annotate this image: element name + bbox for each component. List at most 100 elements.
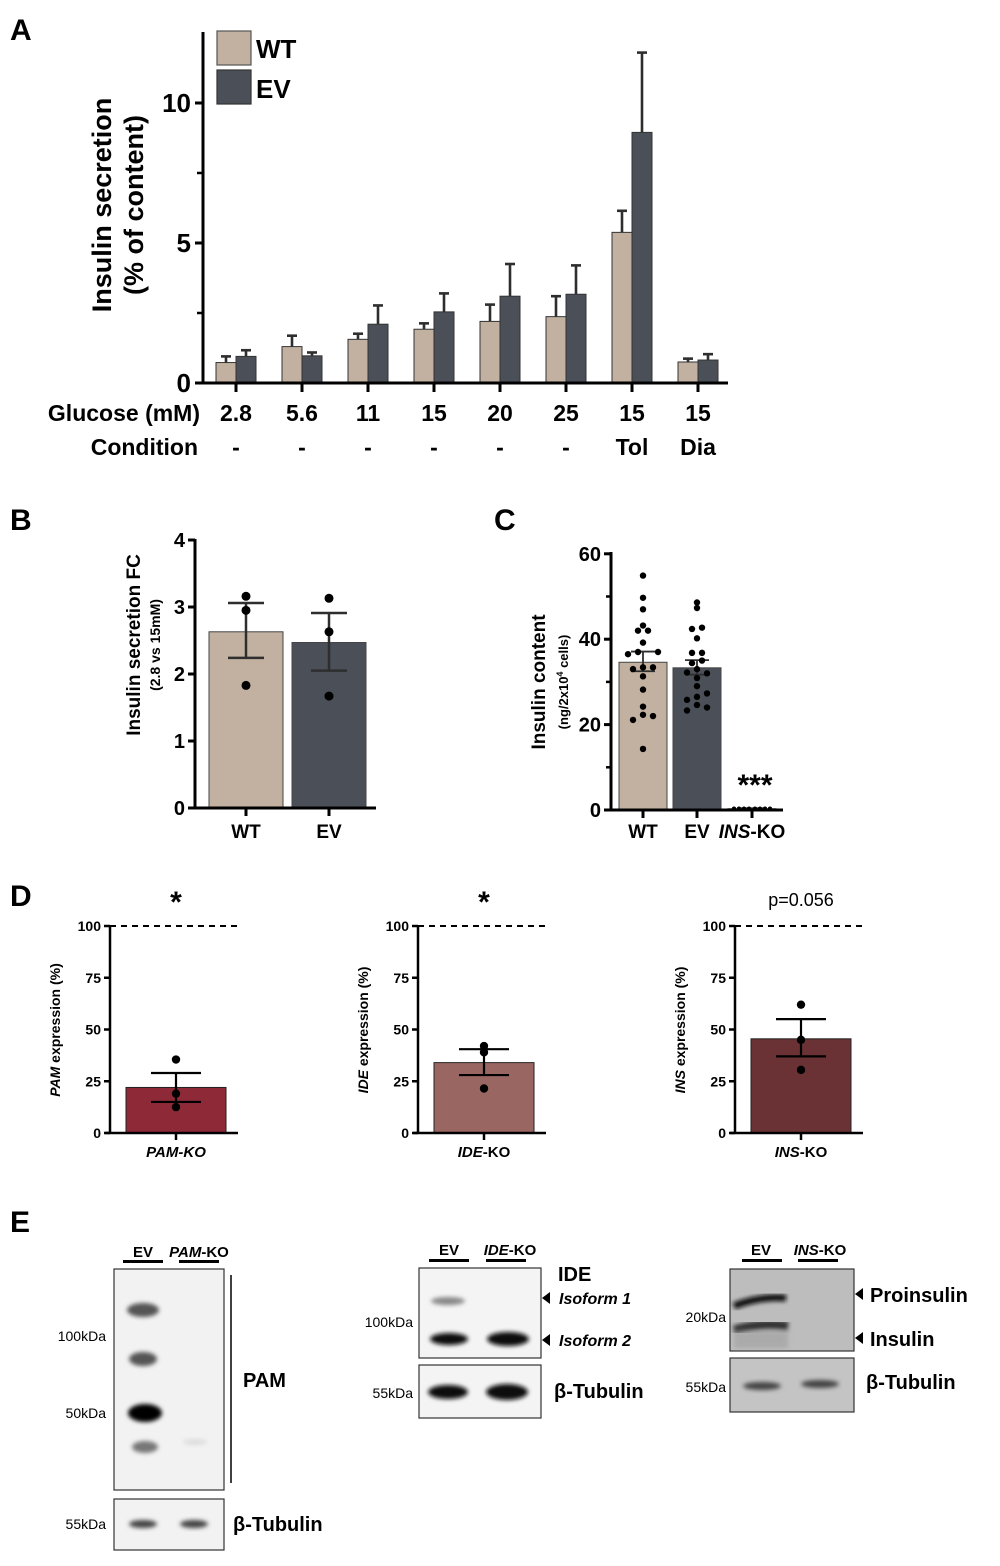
legend-label-wt: WT — [256, 34, 297, 64]
lane-label-ev: EV — [751, 1242, 771, 1259]
panel-d-pam-chart: 0 25 50 75 100 PAM-KO PAM expression (%) * — [47, 886, 238, 1161]
data-point — [171, 1055, 181, 1064]
glucose-label: 25 — [553, 400, 579, 426]
data-point — [683, 696, 691, 704]
data-point — [639, 664, 647, 671]
y-axis-label: Insulin secretion FC — [124, 554, 145, 736]
band-label-isoform2: Isoform 2 — [559, 1333, 631, 1350]
y-tick-label: 1 — [174, 731, 185, 753]
y-tick-label: 75 — [85, 970, 101, 986]
x-tick-label: EV — [316, 822, 342, 843]
bar-ev — [565, 293, 587, 384]
y-axis-label: PAM expression (%) — [47, 963, 63, 1097]
lane-label-ko: INS-KO — [794, 1242, 847, 1259]
y-tick-label: 0 — [718, 1125, 726, 1141]
bar-ev — [499, 295, 521, 384]
glucose-label: 2.8 — [220, 400, 252, 426]
bar-wt — [618, 661, 668, 811]
loading-label-tubulin: β-Tubulin — [866, 1372, 956, 1394]
x-tick-label-rest: -KO — [483, 1144, 511, 1161]
bar-wt — [479, 320, 501, 384]
y-axis-label: Insulin content — [529, 614, 550, 750]
significance-annotation: * — [478, 886, 490, 919]
bar-wt — [281, 346, 303, 384]
blot-band — [743, 1382, 781, 1390]
lane-label-ko: PAM-KO — [169, 1244, 229, 1261]
data-point — [241, 591, 251, 601]
legend-swatch-wt — [216, 30, 252, 66]
blot-band — [180, 1520, 208, 1528]
panel-letter-a: A — [10, 14, 32, 47]
data-point — [796, 1035, 806, 1045]
y-axis-label-units: (ng/2x104 cells) — [555, 635, 571, 730]
ide-western-blot: EV IDE-KO 100kDa IDE Isoform 1 Isoform 2… — [365, 1242, 644, 1419]
y-tick-label: 40 — [579, 629, 601, 651]
data-point — [683, 707, 691, 714]
data-point — [324, 627, 334, 637]
data-point — [693, 604, 701, 612]
data-point — [634, 648, 642, 656]
arrowhead-icon — [542, 1334, 550, 1346]
data-point — [649, 712, 657, 720]
data-point — [624, 650, 632, 658]
data-point — [644, 627, 652, 634]
data-point — [693, 635, 701, 642]
y-tick-label: 100 — [703, 918, 727, 934]
arrowhead-icon — [855, 1332, 863, 1344]
y-tick-label: 3 — [174, 597, 185, 619]
data-point — [241, 605, 251, 615]
y-tick-label: 20 — [579, 715, 601, 737]
blot-band-isoform2 — [487, 1332, 529, 1346]
data-point — [683, 669, 691, 676]
data-point — [693, 674, 701, 682]
condition-label: - — [364, 434, 372, 460]
x-tick-label: IDE-KO — [458, 1144, 511, 1161]
y-tick-label: 50 — [393, 1022, 409, 1038]
band-label-proinsulin: Proinsulin — [870, 1285, 968, 1307]
glucose-row-label: Glucose (mM) — [48, 400, 200, 426]
blot-band — [486, 1384, 528, 1400]
arrowhead-icon — [855, 1288, 863, 1300]
data-point — [796, 1065, 806, 1075]
x-tick-label-italic: PAM-KO — [146, 1144, 206, 1161]
significance-annotation: * — [170, 886, 182, 919]
y-axis-label-rest: expression (%) — [672, 967, 688, 1070]
y-axis-label: Insulin secretion — [87, 98, 117, 313]
bar-ev — [697, 359, 719, 384]
data-point — [479, 1041, 489, 1051]
glucose-label: 20 — [487, 400, 513, 426]
condition-label: - — [562, 434, 570, 460]
y-tick-label: 0 — [401, 1125, 409, 1141]
y-tick-label: 75 — [393, 970, 409, 986]
x-tick-label: INS-KO — [719, 822, 786, 843]
data-point — [639, 572, 647, 579]
data-point — [698, 657, 706, 664]
lane-bar-ev — [742, 1259, 782, 1262]
lane-bar-ko — [179, 1260, 219, 1263]
bar-ev — [367, 323, 389, 384]
glucose-label: 15 — [421, 400, 447, 426]
bar-ev — [301, 355, 323, 384]
blot-band-isoform1 — [431, 1297, 465, 1305]
y-axis-label-italic: INS — [672, 1069, 688, 1093]
data-point — [693, 701, 701, 709]
bar-wt — [208, 631, 284, 809]
pam-western-blot: EV PAM-KO 100kDa 50kDa PAM 55kDa β-Tubul… — [58, 1244, 323, 1551]
data-point — [693, 682, 701, 690]
blot-band-faint — [183, 1439, 207, 1445]
marker-100kda: 100kDa — [58, 1328, 106, 1344]
y-tick-label: 100 — [78, 918, 102, 934]
blot-band — [127, 1303, 159, 1317]
y-tick-label: 75 — [710, 970, 726, 986]
bar-wt — [545, 316, 567, 384]
y-tick-label: 50 — [710, 1022, 726, 1038]
y-tick-label: 25 — [393, 1073, 409, 1089]
loading-label-tubulin: β-Tubulin — [233, 1514, 323, 1536]
band-label-insulin: Insulin — [870, 1329, 934, 1351]
data-point — [639, 703, 647, 710]
data-point — [796, 1000, 806, 1009]
blot-band — [128, 1404, 162, 1422]
x-tick-label-rest: EV — [684, 822, 710, 843]
y-axis-label-italic: PAM — [47, 1066, 63, 1096]
